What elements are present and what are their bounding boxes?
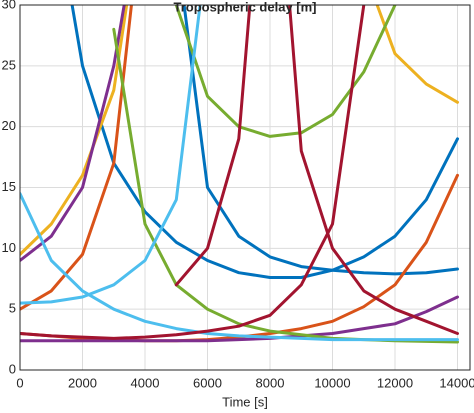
x-tick-label: 4000 [131,375,160,390]
y-tick-label: 0 [9,361,16,376]
y-tick-label: 30 [2,0,16,11]
lines [20,5,459,344]
series-line [20,192,459,342]
y-tick-label: 10 [2,240,16,255]
x-tick-label: 6000 [193,375,222,390]
y-tick-label: 20 [2,118,16,133]
series-line [182,5,459,276]
x-tick-label: 14000 [439,375,474,390]
series-line [375,5,459,104]
chart-title: Tropospheric delay [m] [173,0,316,14]
series-line [174,5,459,335]
series-line [20,5,366,340]
series-line [174,5,397,138]
x-tick-label: 0 [16,375,23,390]
plot-frame [19,4,471,371]
x-axis-label: Time [s] [222,394,268,409]
y-tick-label: 5 [9,301,16,316]
x-tick-label: 8000 [256,375,285,390]
series-line [20,5,126,262]
series-line [20,295,459,343]
x-tick-label: 10000 [314,375,350,390]
y-tick-label: 15 [2,179,16,194]
series-line [20,5,133,311]
series-line [70,5,459,279]
labels: 0 5 10 15 20 25 30 0 2000 4000 6000 8000 10000 12000 1… [2,0,474,390]
x-tick-label: 12000 [377,375,413,390]
y-tick-label: 25 [2,57,16,72]
series-line [20,5,129,256]
series-line [20,5,202,305]
x-tick-label: 2000 [68,375,97,390]
